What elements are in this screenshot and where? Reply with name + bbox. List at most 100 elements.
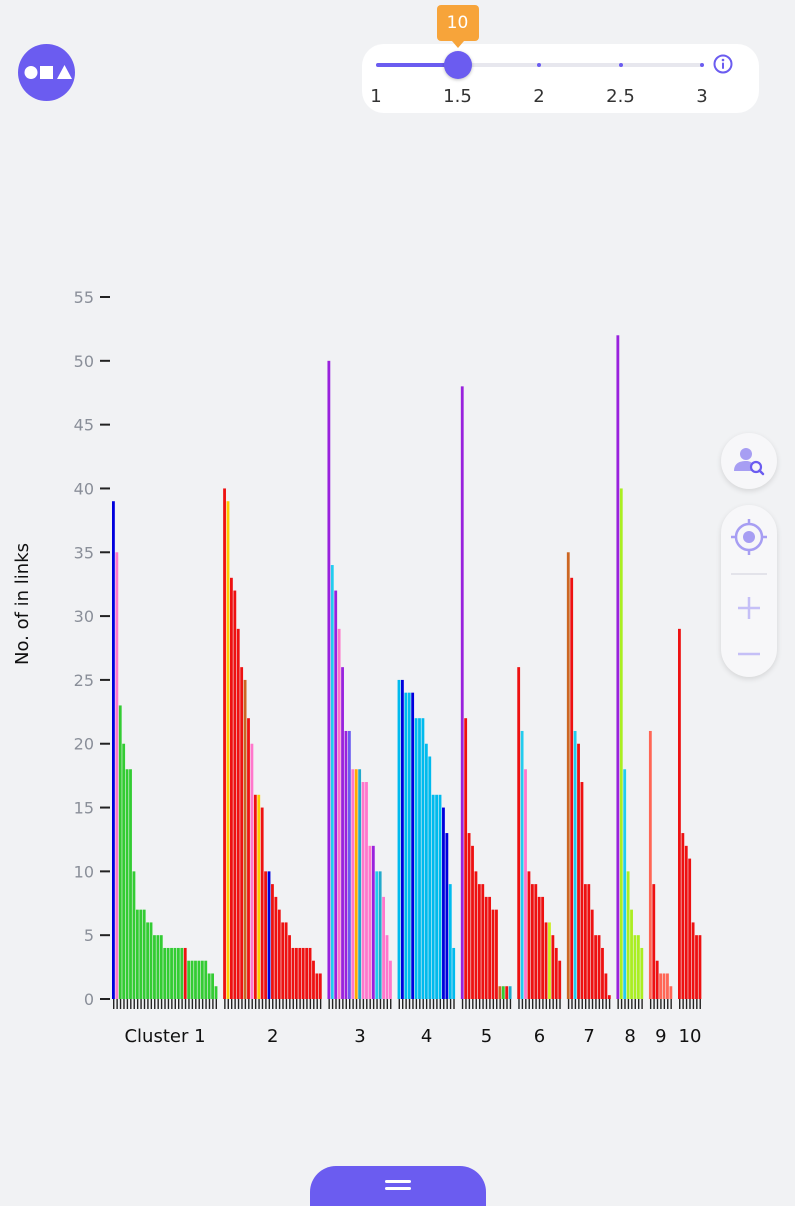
bar [166,947,170,999]
bar [435,794,439,999]
bar [284,922,288,999]
bar [698,935,702,999]
bar [421,718,425,999]
bar [474,871,478,999]
bar [291,947,295,999]
bar [662,973,666,999]
slider-track-fill [376,63,458,67]
bar [240,667,244,999]
bar [305,947,309,999]
bar [139,909,143,999]
bar [365,782,368,999]
bar [115,552,119,999]
bar [551,935,555,999]
bar [583,884,587,999]
info-icon[interactable] [713,54,733,74]
bar [347,730,351,999]
bottom-drawer-handle[interactable] [310,1166,486,1206]
bar [264,871,268,999]
bar [389,960,392,999]
bar [247,718,250,999]
bar [337,628,341,999]
bar [180,947,184,999]
bar [301,947,305,999]
bar [371,845,375,999]
bar [558,960,562,999]
slider-tick-dot [618,63,623,67]
bar [688,858,692,999]
bar [334,590,338,999]
bar [640,947,644,999]
bar [501,986,505,999]
bar [524,769,527,999]
y-tick-label: 10 [74,862,94,881]
y-tick-label: 50 [74,352,94,371]
bar [236,628,240,999]
y-tick-label: 55 [74,288,94,307]
bar [298,947,302,999]
bar [691,922,695,999]
bar [190,960,194,999]
bar [382,896,385,999]
bar [418,718,421,999]
bar [445,833,449,999]
bar [118,705,122,999]
bar [233,590,237,999]
bar [626,871,630,999]
bar [200,960,204,999]
bar [438,794,442,999]
bar [267,871,271,999]
locate-target-icon[interactable] [721,507,777,567]
bar [354,769,358,999]
bar [488,896,492,999]
bar [378,871,382,999]
bar [655,960,659,999]
bar [604,973,608,999]
cluster-label: 7 [583,1026,594,1047]
bar [484,896,488,999]
bar [633,935,637,999]
user-search-button[interactable] [721,433,777,489]
bar [330,565,334,999]
y-tick-label: 20 [74,735,94,754]
bar [505,986,509,999]
bar [541,896,545,999]
zoom-out-icon[interactable] [721,635,777,675]
bar [226,501,230,999]
bar [411,692,415,999]
bar [142,909,146,999]
bar [194,960,197,999]
bar [431,794,435,999]
bar [566,552,570,999]
y-tick-label: 0 [84,990,94,1009]
bar [129,769,132,999]
cluster-label: 9 [655,1026,666,1047]
bar [327,360,331,999]
app-logo[interactable] [18,44,75,101]
slider-tick-dot [700,63,704,67]
bar [616,335,620,999]
bar [544,922,548,999]
bar [125,769,129,999]
bar [548,922,551,999]
bar [534,884,538,999]
bar [537,896,541,999]
bar [344,730,348,999]
bar [471,845,474,999]
bar [274,896,278,999]
y-tick-label: 5 [84,926,94,945]
slider-tick-label: 2 [533,86,545,107]
bar [211,973,214,999]
bar [176,947,180,999]
bar [414,718,418,999]
bar [464,718,468,999]
menu-handle-icon-line [385,1187,411,1190]
slider-thumb[interactable] [443,51,472,79]
bar [448,884,452,999]
bar [250,743,254,999]
zoom-in-icon[interactable] [721,589,777,629]
bar [577,743,580,999]
slider-tick-label: 1 [370,86,382,107]
y-tick-label: 30 [74,607,94,626]
